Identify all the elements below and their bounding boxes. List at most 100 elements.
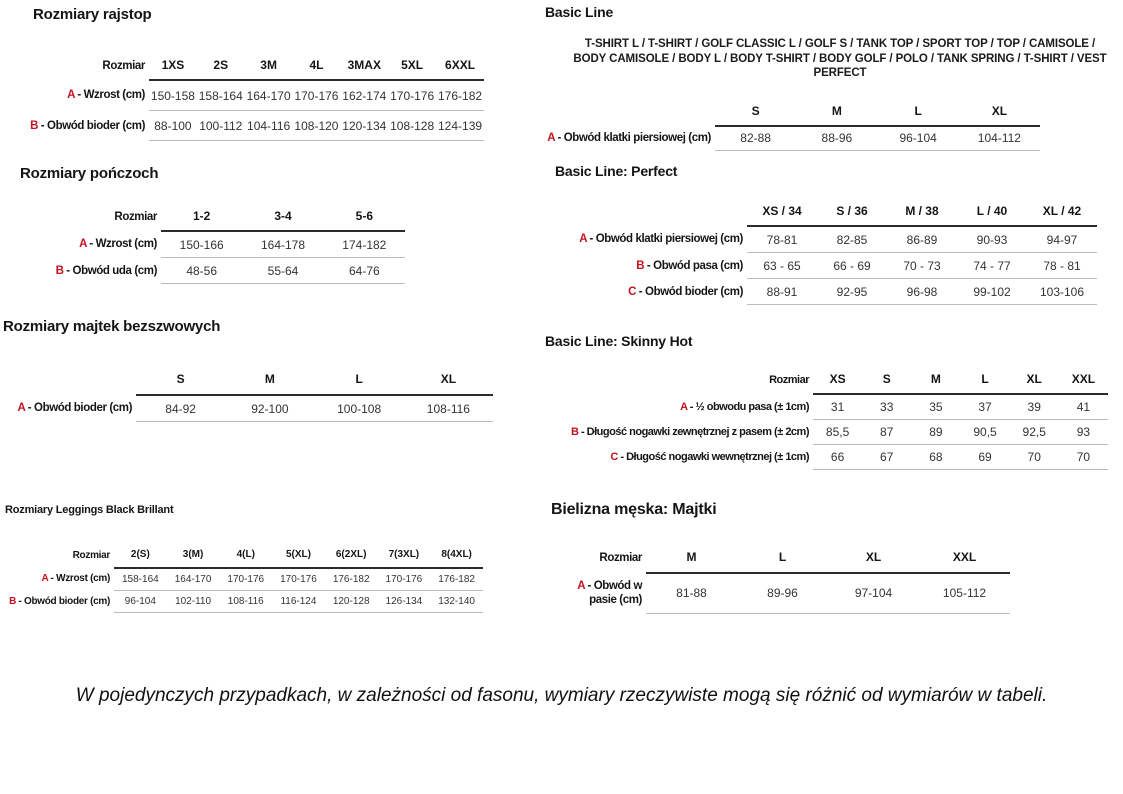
section-title: Basic Line: Skinny Hot xyxy=(545,333,693,349)
size-table-rajstop: Rozmiar 1XS 2S 3M 4L 3MAX 5XL 6XXL A - Wzrost (c… xyxy=(14,54,484,141)
size-value-cell: 55-64 xyxy=(242,257,324,284)
table-row: B - Obwód uda (cm) 48-56 55-64 64-76 xyxy=(20,257,405,284)
size-value-cell: 170-176 xyxy=(272,568,325,591)
size-column-header: XL xyxy=(1009,369,1059,395)
dimension-letter: A xyxy=(577,580,585,592)
section-title: Basic Line: Perfect xyxy=(555,163,678,179)
size-table-basic-line-skinny-hot: Rozmiar XS S M L XL XXL A - ½ obwodu pasa (± 1c… xyxy=(535,369,1108,470)
size-value-cell: 82-85 xyxy=(817,226,887,253)
size-column-header: 2(S) xyxy=(114,547,167,569)
table-corner-label: Rozmiar xyxy=(72,550,111,561)
size-value-cell: 176-182 xyxy=(430,568,483,591)
size-value-cell: 104-112 xyxy=(958,125,1040,151)
size-value-cell: 96-98 xyxy=(887,278,957,305)
row-label: A - Obwód klatki piersiowej (cm) xyxy=(579,233,743,246)
size-value-cell: 102-110 xyxy=(166,590,220,613)
size-table: S M L XL A - Obwód bioder (cm) 84-92 92-100 100… xyxy=(3,366,493,422)
size-value-cell: 93 xyxy=(1058,419,1108,445)
size-value-cell: 64-76 xyxy=(323,257,405,284)
table-corner-label: Rozmiar xyxy=(769,374,809,386)
size-column-header: S xyxy=(715,99,797,127)
size-value-cell: 176-182 xyxy=(436,80,484,111)
row-label: C - Długość nogawki wewnętrznej (± 1cm) xyxy=(610,451,809,463)
size-column-header: S xyxy=(862,369,912,395)
table-row: A - Wzrost (cm) 150-158 158-164 164-170 170-… xyxy=(14,80,484,111)
dimension-letter: B xyxy=(30,119,38,132)
size-value-cell: 103-106 xyxy=(1027,278,1097,305)
size-column-header: M xyxy=(911,369,961,395)
size-value-cell: 31 xyxy=(813,394,863,420)
size-column-header: XS xyxy=(813,369,863,395)
table-header-row: Rozmiar 2(S) 3(M) 4(L) 5(XL) 6(2XL) 7(3XL) 8(4X… xyxy=(5,547,483,569)
section-rozmiary-rajstop: Rozmiary rajstop Rozmiar 1XS 2S 3M 4L 3MAX 5XL… xyxy=(14,6,484,141)
dimension-letter: B xyxy=(570,426,579,438)
dimension-letter: C xyxy=(628,285,636,298)
table-row: B - Obwód bioder (cm) 96-104 102-110 108-11… xyxy=(5,590,483,613)
size-value-cell: 105-112 xyxy=(919,573,1010,614)
table-row: A - Obwód klatki piersiowej (cm) 78-81 82-… xyxy=(530,226,1097,253)
dimension-letter: B xyxy=(9,595,16,607)
size-value-cell: 94-97 xyxy=(1027,226,1097,253)
size-value-cell: 92-95 xyxy=(817,278,887,305)
table-row: C - Długość nogawki wewnętrznej (± 1cm) 6… xyxy=(535,444,1108,470)
basic-line-product-list: T-SHIRT L / T-SHIRT / GOLF CLASSIC L / G… xyxy=(573,38,1107,79)
size-value-cell: 35 xyxy=(911,394,961,420)
size-value-cell: 70 xyxy=(1058,444,1108,470)
dimension-letter: A xyxy=(680,400,688,413)
size-value-cell: 84-92 xyxy=(136,395,226,422)
size-value-cell: 164-178 xyxy=(242,231,324,258)
dimension-letter: A xyxy=(67,89,75,102)
size-value-cell: 116-124 xyxy=(272,590,325,613)
size-value-cell: 85,5 xyxy=(813,419,863,445)
size-table-majtki-bezszwowe: S M L XL A - Obwód bioder (cm) 84-92 92-100 100… xyxy=(3,366,493,422)
size-value-cell: 170-176 xyxy=(219,568,273,591)
size-column-header: 4(L) xyxy=(219,547,273,569)
section-title: Rozmiary rajstop xyxy=(33,6,152,23)
row-label: B - Obwód bioder (cm) xyxy=(30,119,145,132)
size-value-cell: 39 xyxy=(1009,394,1059,420)
size-column-header: 3(M) xyxy=(166,547,220,569)
section-basic-line: Basic Line T-SHIRT L / T-SHIRT / GOLF CL… xyxy=(520,3,1107,151)
table-row: A - ½ obwodu pasa (± 1cm) 31 33 35 37 39 41 xyxy=(535,394,1108,420)
size-value-cell: 104-116 xyxy=(244,110,293,141)
size-table: Rozmiar 2(S) 3(M) 4(L) 5(XL) 6(2XL) 7(3XL) 8(4X… xyxy=(5,547,483,613)
size-column-header: M xyxy=(225,366,315,396)
size-column-header: XL xyxy=(958,99,1040,127)
dimension-letter: A xyxy=(79,238,87,251)
size-value-cell: 176-182 xyxy=(324,568,378,591)
section-title: Basic Line xyxy=(545,4,614,20)
row-label: B - Obwód uda (cm) xyxy=(55,264,158,277)
section-bielizna-meska-majtki: Bielizna męska: Majtki Rozmiar M L XL XXL A -… xyxy=(551,500,1010,614)
size-table: XS / 34 S / 36 M / 38 L / 40 XL / 42 A - Obwó… xyxy=(530,200,1097,305)
section-title: Rozmiary majtek bezszwowych xyxy=(3,318,221,335)
size-column-header: L xyxy=(960,369,1010,395)
size-value-cell: 92,5 xyxy=(1009,419,1059,445)
size-value-cell: 66 - 69 xyxy=(817,252,887,279)
table-row: A - Wzrost (cm) 150-166 164-178 174-182 xyxy=(20,231,405,258)
size-value-cell: 69 xyxy=(960,444,1010,470)
size-column-header: 3M xyxy=(244,54,293,81)
size-value-cell: 88-91 xyxy=(747,278,817,305)
table-row: C - Obwód bioder (cm) 88-91 92-95 96-98 99-1… xyxy=(530,278,1097,305)
size-value-cell: 92-100 xyxy=(225,395,315,422)
table-row: B - Obwód pasa (cm) 63 - 65 66 - 69 70 - 73… xyxy=(530,252,1097,279)
size-value-cell: 48-56 xyxy=(161,257,243,284)
size-value-cell: 126-134 xyxy=(377,590,431,613)
size-value-cell: 41 xyxy=(1058,394,1108,420)
size-value-cell: 108-128 xyxy=(388,110,437,141)
size-value-cell: 87 xyxy=(862,419,912,445)
size-value-cell: 82-88 xyxy=(715,125,797,151)
size-value-cell: 86-89 xyxy=(887,226,957,253)
size-value-cell: 68 xyxy=(911,444,961,470)
size-column-header: S xyxy=(136,366,226,396)
size-column-header: XL xyxy=(828,545,919,574)
table-row: A - Obwód klatki piersiowej (cm) 82-88 88-… xyxy=(520,125,1040,151)
table-corner-label: Rozmiar xyxy=(114,211,157,223)
size-column-header: 5XL xyxy=(388,54,437,81)
size-column-header: 6XXL xyxy=(436,54,484,81)
size-value-cell: 158-164 xyxy=(196,80,245,111)
size-table: Rozmiar 1-2 3-4 5-6 A - Wzrost (cm) 150-166 16… xyxy=(20,205,405,284)
section-title: Bielizna męska: Majtki xyxy=(551,501,717,518)
size-value-cell: 63 - 65 xyxy=(747,252,817,279)
size-value-cell: 96-104 xyxy=(877,125,959,151)
